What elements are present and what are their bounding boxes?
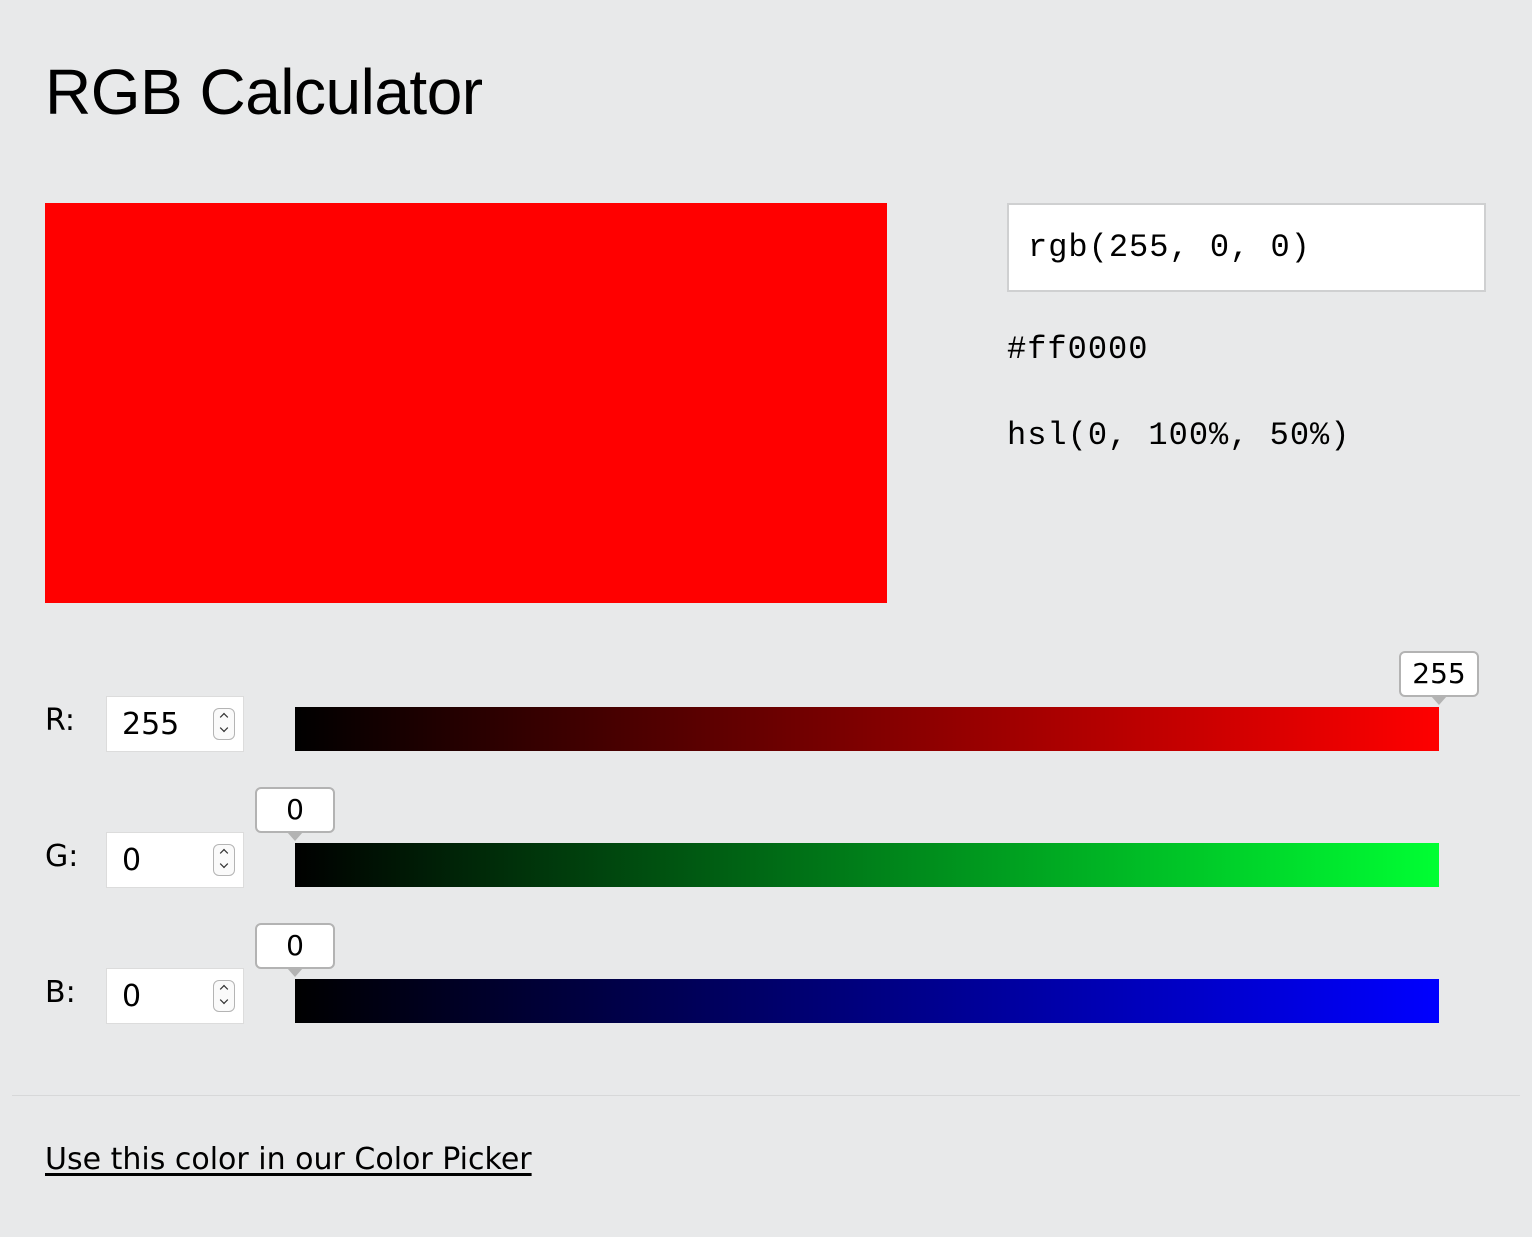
- blue-number-input[interactable]: 0: [106, 968, 244, 1024]
- red-number-value: 255: [122, 707, 180, 742]
- spin-up-icon[interactable]: [219, 848, 229, 858]
- red-slider-tooltip[interactable]: 255: [1399, 651, 1479, 705]
- blue-spinner[interactable]: [213, 980, 235, 1012]
- green-slider-track[interactable]: [295, 843, 1439, 887]
- hex-value: #ff0000: [1007, 331, 1149, 368]
- red-number-input[interactable]: 255: [106, 696, 244, 752]
- spin-down-icon[interactable]: [219, 995, 229, 1005]
- red-spinner[interactable]: [213, 708, 235, 740]
- spin-up-icon[interactable]: [219, 712, 229, 722]
- hsl-value: hsl(0, 100%, 50%): [1007, 417, 1351, 454]
- blue-slider-tooltip[interactable]: 0: [255, 923, 335, 977]
- green-slider-tooltip[interactable]: 0: [255, 787, 335, 841]
- rgb-output-field[interactable]: rgb(255, 0, 0): [1007, 203, 1486, 292]
- spin-up-icon[interactable]: [219, 984, 229, 994]
- section-divider: [12, 1095, 1520, 1096]
- red-slider-track[interactable]: [295, 707, 1439, 751]
- green-number-input[interactable]: 0: [106, 832, 244, 888]
- green-spinner[interactable]: [213, 844, 235, 876]
- red-label: R:: [45, 703, 76, 738]
- spin-down-icon[interactable]: [219, 723, 229, 733]
- blue-number-value: 0: [122, 979, 142, 1014]
- blue-slider-track[interactable]: [295, 979, 1439, 1023]
- blue-label: B:: [45, 975, 76, 1010]
- color-picker-link[interactable]: Use this color in our Color Picker: [45, 1142, 532, 1177]
- page-title: RGB Calculator: [45, 56, 483, 128]
- color-preview-swatch: [45, 203, 887, 603]
- green-number-value: 0: [122, 843, 142, 878]
- spin-down-icon[interactable]: [219, 859, 229, 869]
- green-label: G:: [45, 839, 79, 874]
